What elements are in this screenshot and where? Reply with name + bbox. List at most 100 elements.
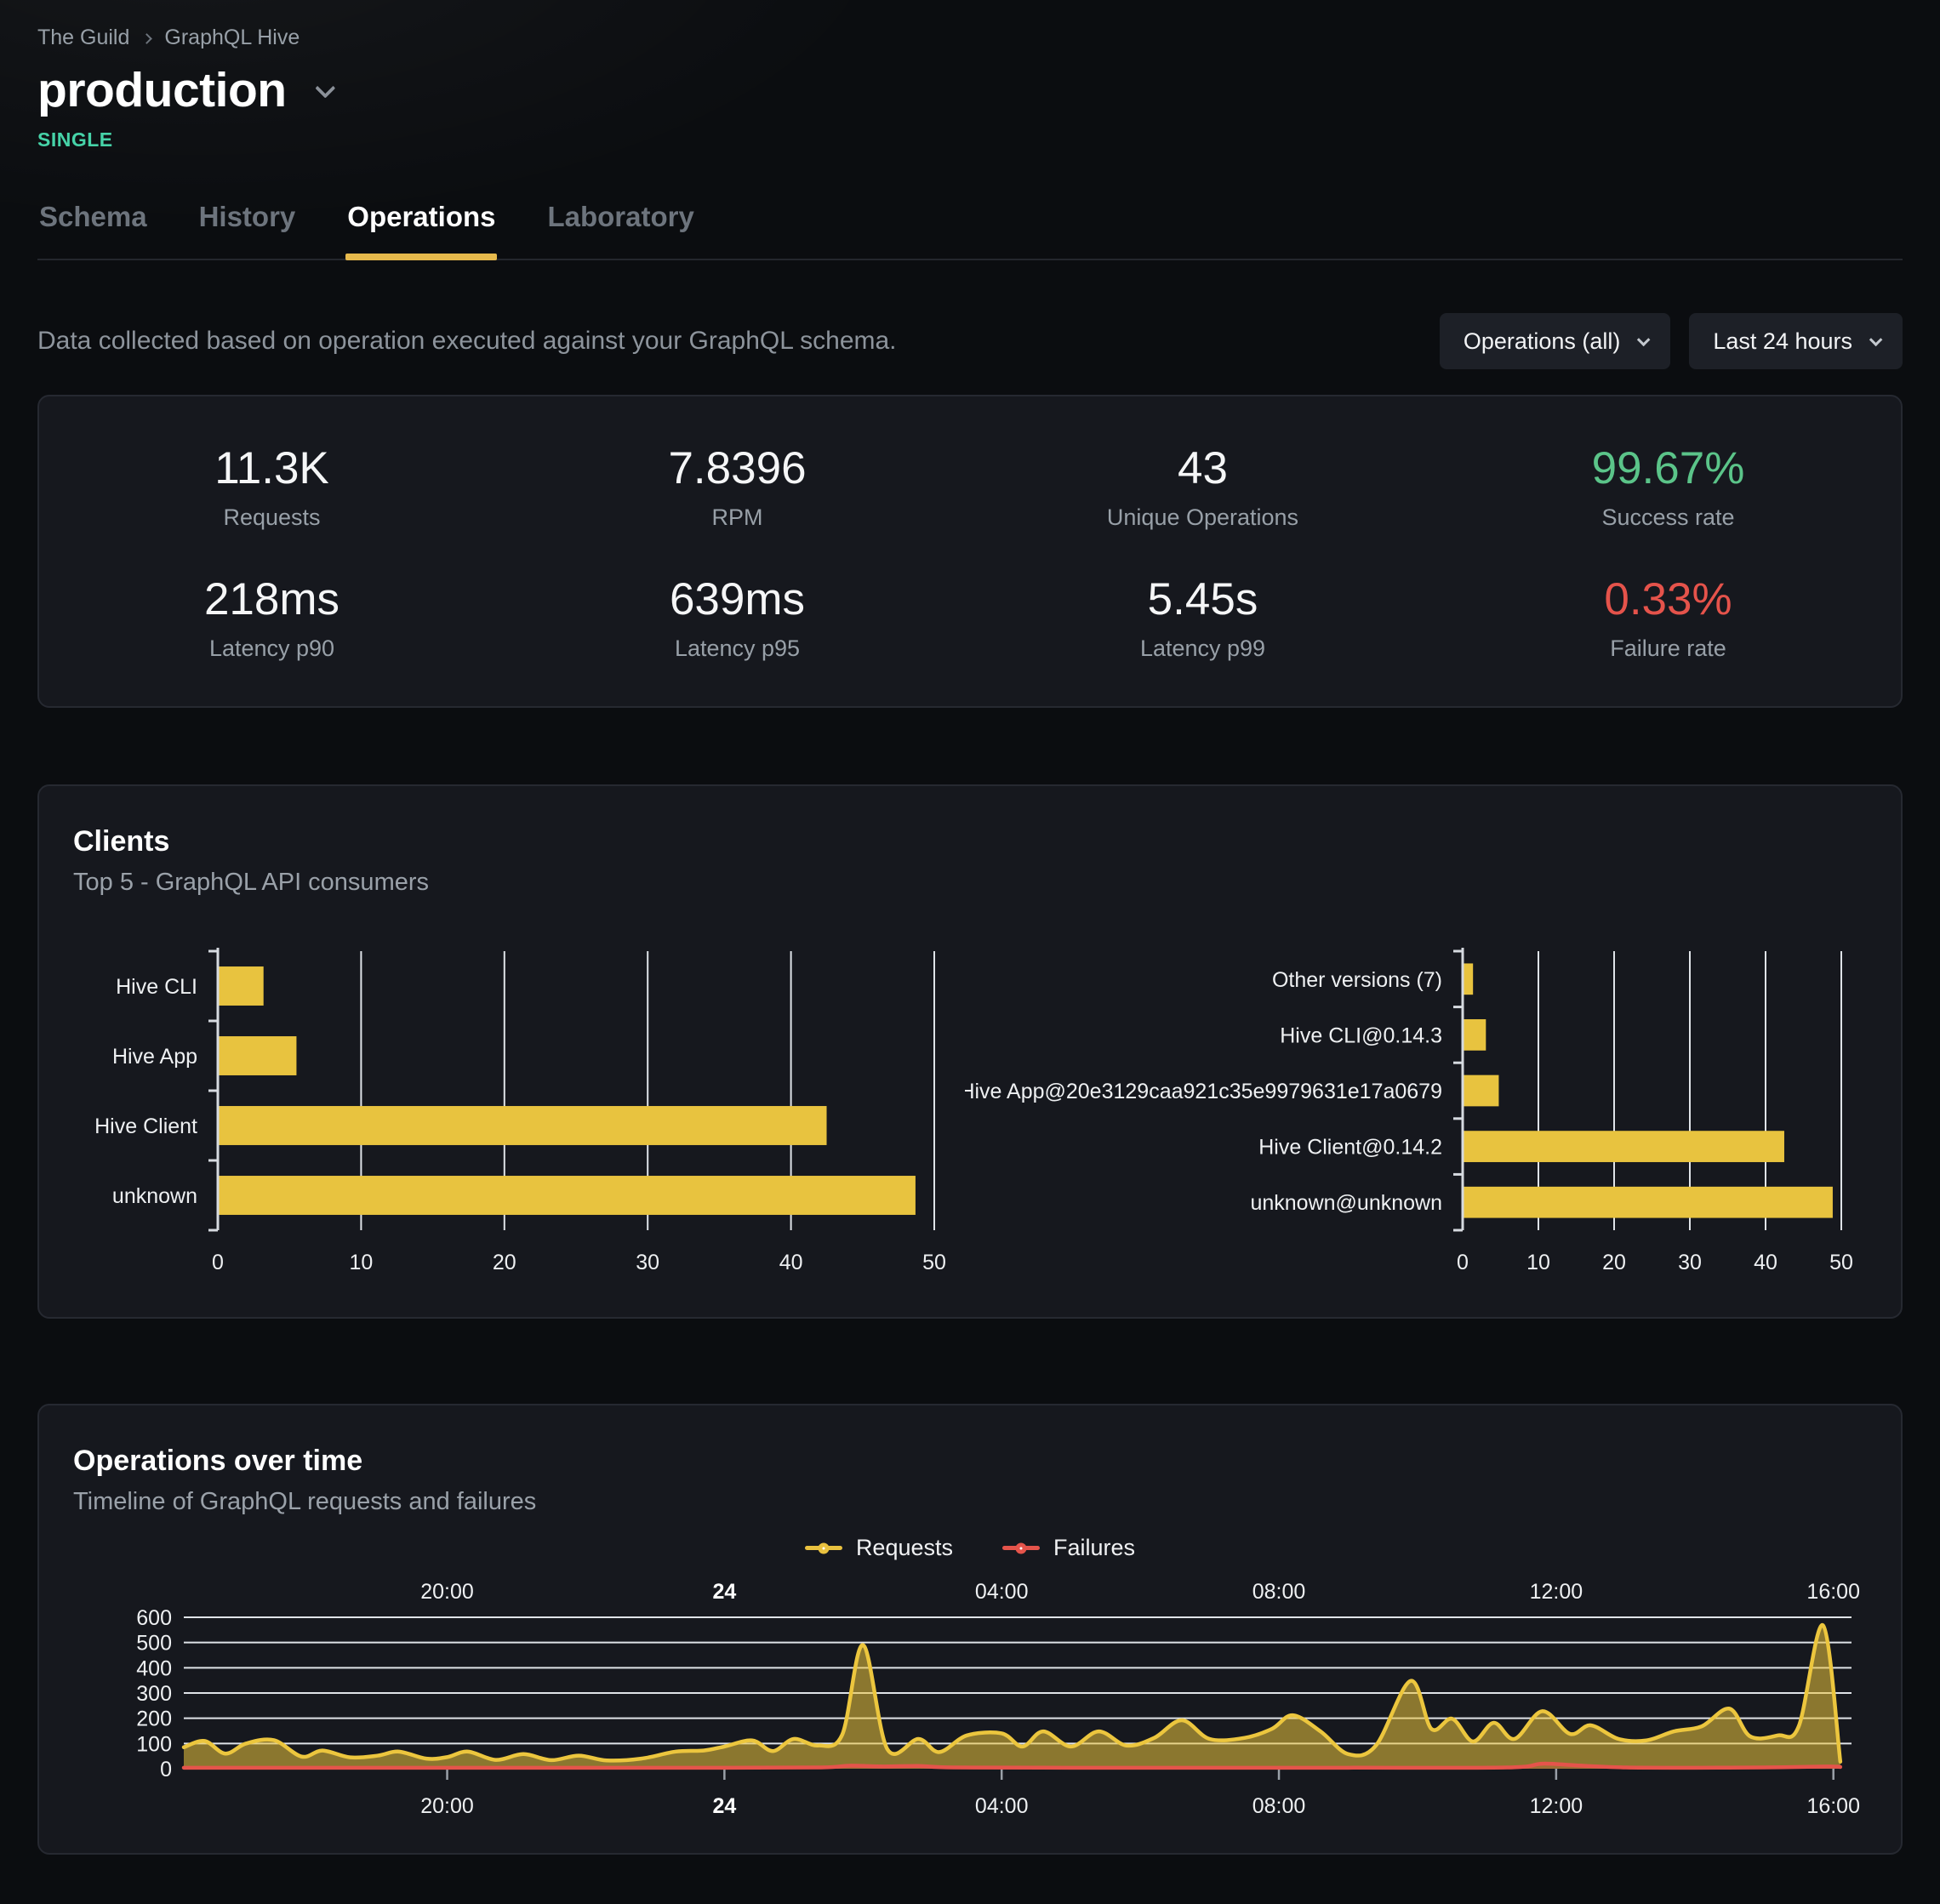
stat-latency-p90-label: Latency p90 — [208, 636, 335, 661]
chevron-right-icon — [141, 33, 153, 44]
operations-title: Operations over time — [73, 1445, 363, 1477]
target-mode-badge: SINGLE — [37, 128, 113, 151]
svg-text:04:00: 04:00 — [975, 1580, 1029, 1604]
stat-latency-p99-label: Latency p99 — [1139, 636, 1266, 661]
svg-text:Hive CLI@0.14.3: Hive CLI@0.14.3 — [1280, 1023, 1442, 1047]
svg-text:unknown: unknown — [112, 1184, 197, 1208]
svg-text:400: 400 — [136, 1656, 172, 1680]
stat-latency-p99-value: 5.45s — [1147, 574, 1258, 624]
svg-text:Hive App@20e3129caa921c35e9979: Hive App@20e3129caa921c35e9979631e17a067… — [965, 1080, 1442, 1103]
operations-subtitle: Timeline of GraphQL requests and failure… — [73, 1488, 537, 1515]
stat-latency-p95-label: Latency p95 — [674, 636, 801, 661]
stat-rpm: 7.8396 RPM — [505, 442, 970, 531]
clients-card: Clients Top 5 - GraphQL API consumers 0 1… — [37, 784, 1903, 1319]
breadcrumb-project-link[interactable]: GraphQL Hive — [164, 26, 300, 49]
stat-requests-value: 11.3K — [214, 443, 329, 493]
stat-unique-operations-label: Unique Operations — [1106, 505, 1299, 530]
svg-text:0: 0 — [212, 1251, 224, 1274]
stat-latency-p90: 218ms Latency p90 — [39, 573, 505, 662]
breadcrumb: The Guild GraphQL Hive — [37, 26, 1903, 50]
target-selector-chevron-down-icon[interactable] — [314, 77, 335, 99]
stat-failure-rate: 0.33% Failure rate — [1435, 573, 1901, 662]
stat-unique-operations-value: 43 — [1178, 443, 1228, 493]
svg-text:40: 40 — [779, 1251, 803, 1274]
svg-text:20: 20 — [1602, 1251, 1626, 1274]
overview-stats-card: 11.3K Requests 7.8396 RPM 43 Unique Oper… — [37, 395, 1903, 708]
svg-text:500: 500 — [136, 1632, 172, 1656]
clients-by-version-bar-chart: 0 10 20 30 40 50 Other versions (7) Hive CLI@0.… — [965, 948, 1853, 1274]
svg-text:50: 50 — [922, 1251, 946, 1274]
main-content: Data collected based on operation execut… — [0, 313, 1940, 1855]
legend-label-requests: Requests — [855, 1535, 954, 1560]
svg-text:200: 200 — [136, 1707, 172, 1731]
timeline-legend: Requests Failures — [73, 1535, 1867, 1561]
svg-text:10: 10 — [349, 1251, 373, 1274]
svg-text:12:00: 12:00 — [1530, 1794, 1583, 1818]
svg-text:Hive Client: Hive Client — [94, 1114, 197, 1138]
requests-series-icon — [804, 1542, 842, 1555]
breadcrumb-org-link[interactable]: The Guild — [37, 26, 130, 49]
svg-text:10: 10 — [1526, 1251, 1550, 1274]
stat-rpm-label: RPM — [711, 505, 763, 530]
failures-series-icon — [1002, 1542, 1041, 1555]
stat-latency-p95-value: 639ms — [669, 574, 806, 624]
svg-text:600: 600 — [136, 1606, 172, 1630]
svg-text:Hive CLI: Hive CLI — [116, 975, 197, 999]
chevron-down-icon — [1869, 333, 1883, 346]
legend-item-failures[interactable]: Failures — [1002, 1535, 1135, 1561]
svg-text:16:00: 16:00 — [1806, 1794, 1860, 1818]
operations-over-time-card: Operations over time Timeline of GraphQL… — [37, 1404, 1903, 1855]
clients-title: Clients — [73, 825, 170, 858]
svg-text:20: 20 — [493, 1251, 516, 1274]
clients-subtitle: Top 5 - GraphQL API consumers — [73, 869, 430, 896]
operations-filter-label: Operations (all) — [1463, 328, 1621, 354]
stat-success-rate-label: Success rate — [1601, 505, 1735, 530]
period-filter-label: Last 24 hours — [1713, 328, 1852, 354]
svg-text:Hive App: Hive App — [112, 1045, 197, 1069]
stat-latency-p90-value: 218ms — [203, 574, 340, 624]
svg-text:24: 24 — [712, 1794, 736, 1818]
tab-bar: Schema History Operations Laboratory — [37, 201, 1903, 260]
svg-text:0: 0 — [1457, 1251, 1469, 1274]
stat-latency-p99: 5.45s Latency p99 — [970, 573, 1435, 662]
svg-text:16:00: 16:00 — [1806, 1580, 1860, 1604]
svg-text:Other versions (7): Other versions (7) — [1272, 968, 1442, 992]
svg-text:20:00: 20:00 — [420, 1794, 474, 1818]
svg-text:unknown@unknown: unknown@unknown — [1250, 1191, 1442, 1215]
tab-laboratory[interactable]: Laboratory — [547, 201, 694, 232]
stat-requests-label: Requests — [223, 505, 321, 530]
stat-success-rate-value: 99.67% — [1591, 443, 1745, 493]
svg-text:04:00: 04:00 — [975, 1794, 1029, 1818]
svg-text:20:00: 20:00 — [420, 1580, 474, 1604]
stat-requests: 11.3K Requests — [39, 442, 505, 531]
stat-success-rate: 99.67% Success rate — [1435, 442, 1901, 531]
stat-failure-rate-value: 0.33% — [1604, 574, 1732, 624]
svg-text:12:00: 12:00 — [1530, 1580, 1583, 1604]
page-title: production — [37, 63, 287, 117]
tab-history[interactable]: History — [198, 201, 296, 232]
svg-text:50: 50 — [1829, 1251, 1853, 1274]
svg-text:30: 30 — [636, 1251, 659, 1274]
clients-by-name-bar-chart: 0 10 20 30 40 50 Hive CLI Hive App Hive Client un… — [94, 948, 946, 1274]
svg-text:40: 40 — [1754, 1251, 1777, 1274]
chevron-down-icon — [1637, 333, 1651, 346]
svg-text:100: 100 — [136, 1732, 172, 1756]
svg-text:08:00: 08:00 — [1252, 1794, 1306, 1818]
svg-text:08:00: 08:00 — [1252, 1580, 1306, 1604]
stat-latency-p95: 639ms Latency p95 — [505, 573, 970, 662]
stat-failure-rate-label: Failure rate — [1610, 636, 1726, 661]
stat-rpm-value: 7.8396 — [668, 443, 807, 493]
tab-operations[interactable]: Operations — [345, 201, 498, 260]
legend-item-requests[interactable]: Requests — [804, 1535, 954, 1561]
page-header: The Guild GraphQL Hive production SINGLE… — [0, 0, 1940, 260]
svg-text:30: 30 — [1678, 1251, 1702, 1274]
data-collection-note: Data collected based on operation execut… — [37, 327, 897, 355]
svg-text:0: 0 — [160, 1758, 172, 1781]
svg-text:300: 300 — [136, 1682, 172, 1706]
svg-text:24: 24 — [712, 1580, 736, 1604]
period-filter-dropdown[interactable]: Last 24 hours — [1689, 313, 1903, 369]
tab-schema[interactable]: Schema — [39, 201, 147, 232]
operations-filter-dropdown[interactable]: Operations (all) — [1439, 313, 1671, 369]
stat-unique-operations: 43 Unique Operations — [970, 442, 1435, 531]
